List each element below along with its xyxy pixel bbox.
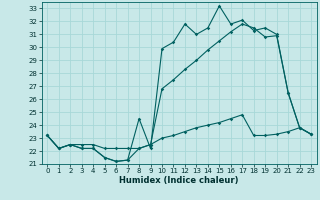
X-axis label: Humidex (Indice chaleur): Humidex (Indice chaleur) [119,176,239,185]
